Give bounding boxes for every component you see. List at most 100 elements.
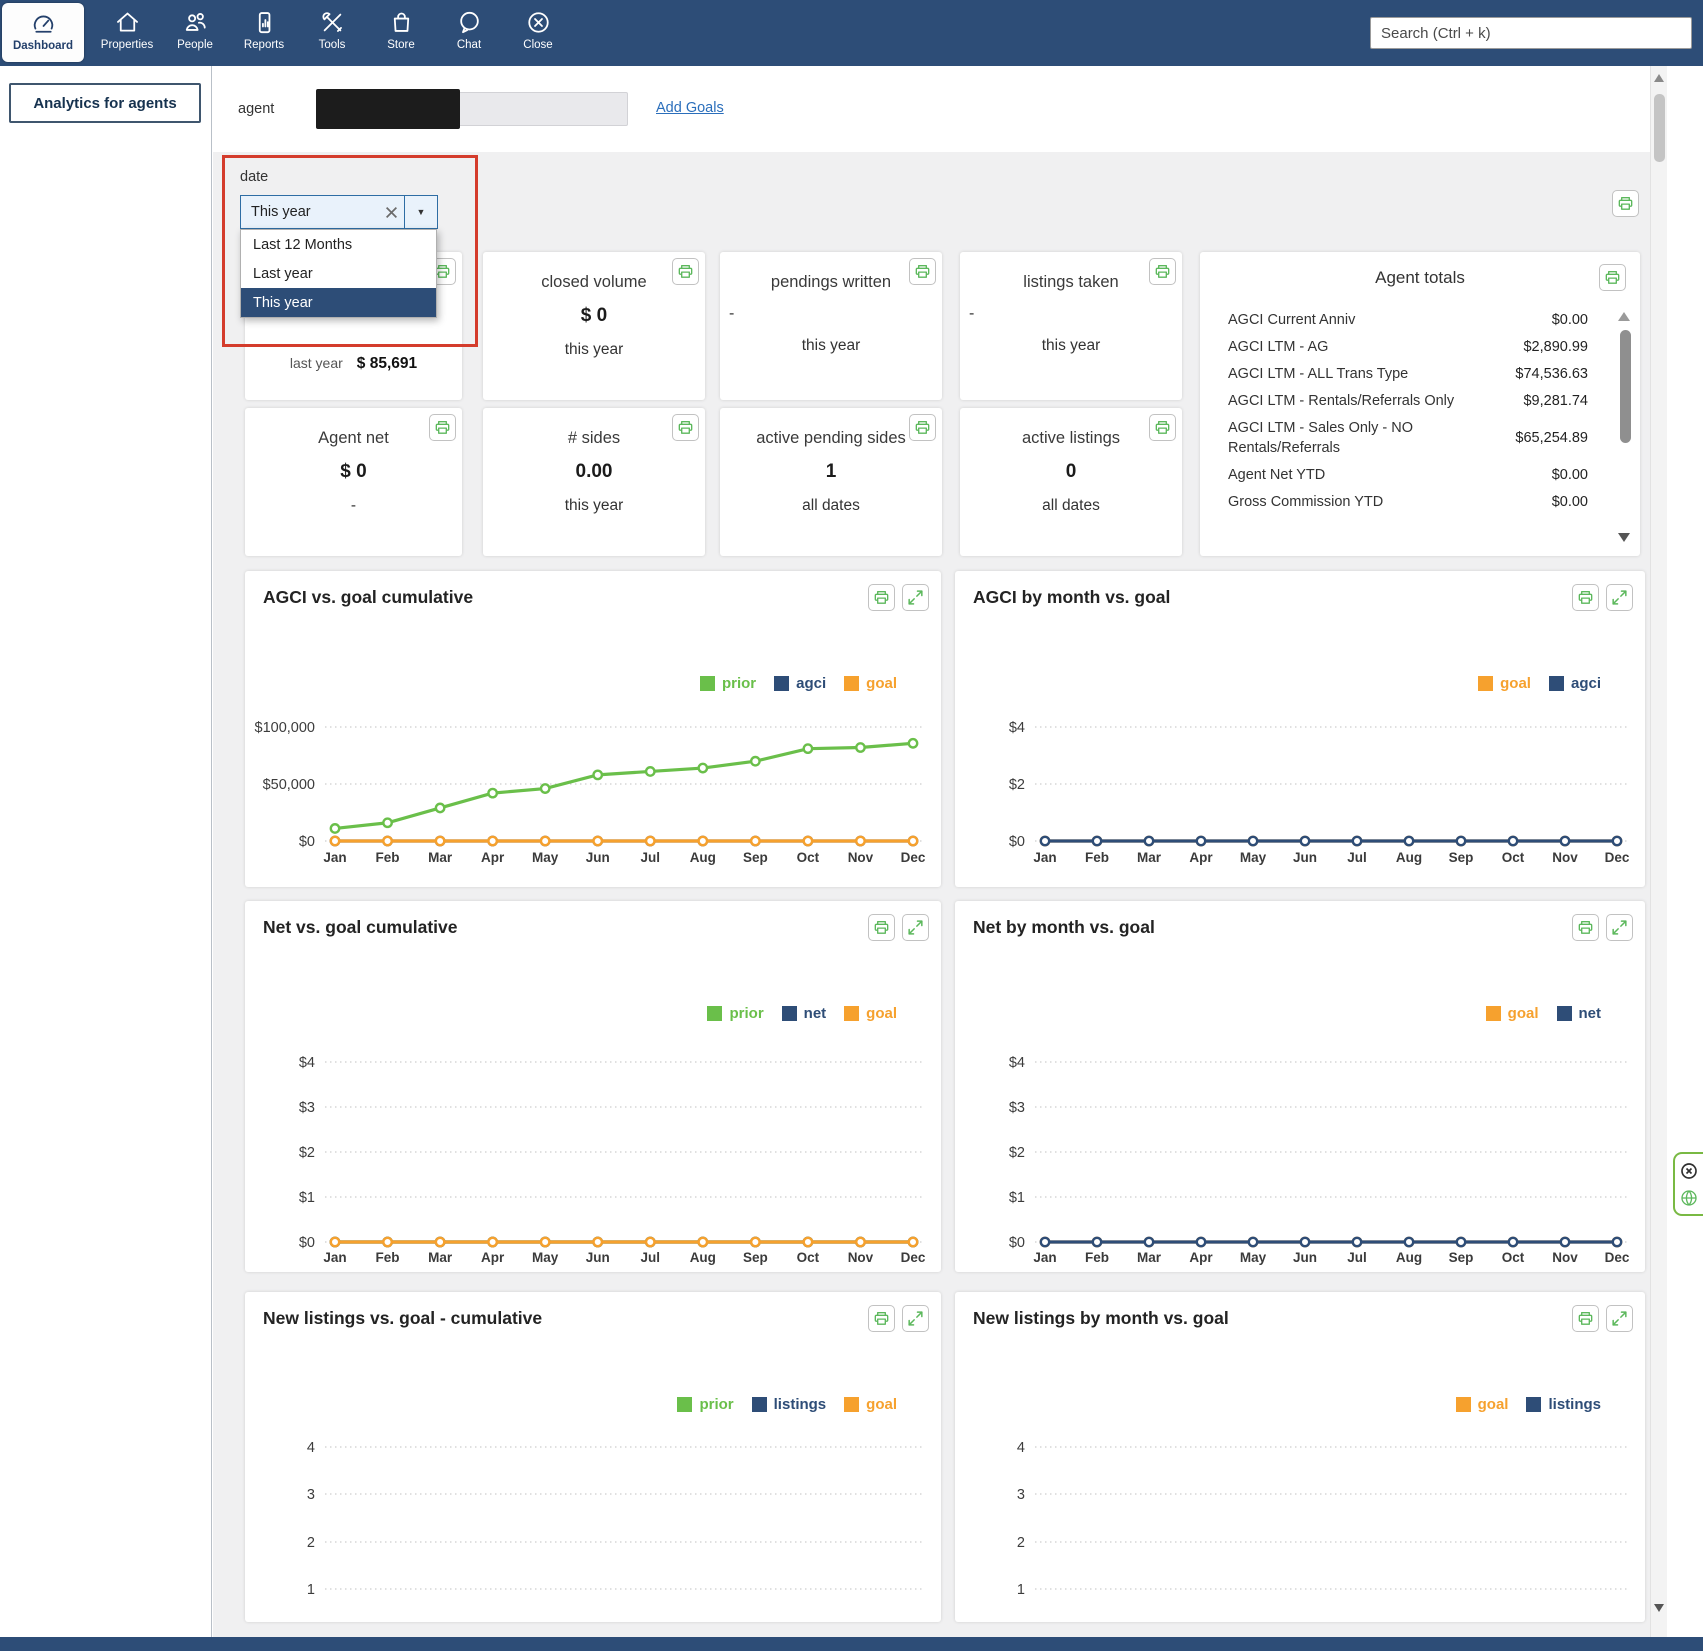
nav-item-dashboard[interactable]: Dashboard [2,3,84,62]
print-button[interactable] [672,258,699,285]
scroll-up-arrow[interactable] [1654,74,1664,82]
expand-button[interactable] [902,1305,929,1332]
legend-swatch [1548,676,1564,691]
x-axis-month-label: Jun [586,1250,610,1265]
x-axis-month-label: Oct [1502,1250,1525,1265]
x-axis-month-label: Sep [1449,1250,1474,1265]
stat-card-sub: - [350,497,357,514]
x-axis-month-label: Oct [1502,850,1525,865]
date-option-last-12-months[interactable]: Last 12 Months [253,236,353,253]
house-icon [113,8,141,36]
print-button[interactable] [909,258,936,285]
print-button[interactable] [1599,264,1626,291]
stat-card-title: listings taken [1023,273,1119,291]
scroll-down-arrow[interactable] [1654,1604,1664,1612]
print-button[interactable] [672,414,699,441]
date-dropdown-list: Last 12 Months Last year This year [240,229,437,318]
print-button[interactable] [1572,584,1599,611]
nav-item-tools[interactable]: Tools [294,2,370,64]
chart-agci-vs-goal-cumulative: AGCI vs. goal cumulative $100,000 $50,000… [245,571,941,887]
legend-swatch [774,676,790,691]
agent-label: agent [238,101,275,117]
legend-swatch [1455,1397,1471,1412]
scroll-up-arrow[interactable] [1618,312,1630,321]
x-axis-month-label: May [532,1250,559,1265]
legend-item-net: net [781,1005,827,1022]
chart-agci-by-month-vs-goal: AGCI by month vs. goal $4 $2 $0 Jan Feb Mar Ap… [955,571,1645,887]
nav-item-chat[interactable]: Chat [431,2,507,64]
expand-button[interactable] [902,914,929,941]
legend-label: net [803,1005,827,1022]
expand-button[interactable] [1606,1305,1633,1332]
totals-row-value: $2,890.99 [1523,339,1588,355]
scroll-down-arrow[interactable] [1618,533,1630,542]
chart-new-listings-by-month-vs-goal: New listings by month vs. goal 4321JanFe… [955,1292,1645,1622]
date-option-last-year[interactable]: Last year [253,265,313,282]
close-widget-button[interactable] [1679,1161,1699,1181]
globe-icon [1681,1189,1697,1206]
expand-button[interactable] [1606,584,1633,611]
stat-sub-label: last year [289,355,343,371]
y-axis-tick-label: 2 [307,1535,315,1551]
nav-item-reports[interactable]: Reports [226,2,302,64]
nav-label: Store [387,39,415,51]
chevron-down-icon[interactable]: ▼ [416,207,426,217]
y-axis-tick-label: 1 [1017,1582,1025,1598]
y-axis-tick-label: $100,000 [255,720,315,736]
print-button[interactable] [909,414,936,441]
main-scrollbar[interactable] [1650,66,1667,1637]
stat-card-value: 1 [825,461,837,482]
add-goals-link[interactable]: Add Goals [656,100,724,116]
chart-title: AGCI vs. goal cumulative [263,587,474,607]
y-axis-tick-label: 1 [307,1582,315,1598]
y-axis-tick-label: $2 [1009,1145,1025,1161]
close-circle-icon [524,8,552,36]
totals-row-value: $0.00 [1551,312,1588,328]
nav-item-close[interactable]: Close [500,2,576,64]
clear-icon[interactable] [378,199,404,225]
totals-row-value: $9,281.74 [1523,393,1588,409]
print-button[interactable] [868,584,895,611]
globe-widget-button[interactable] [1679,1188,1699,1208]
nav-item-properties[interactable]: Properties [89,2,165,64]
x-axis-month-label: May [532,850,559,865]
print-button[interactable] [868,914,895,941]
print-button[interactable] [1149,414,1176,441]
date-option-this-year[interactable]: This year [241,288,436,317]
scrollbar-thumb[interactable] [1654,94,1665,162]
global-search-input[interactable] [1370,17,1692,49]
legend-swatch [751,1397,767,1412]
scrollbar-thumb[interactable] [1620,330,1631,443]
stat-card-sub: this year [564,497,624,514]
print-button[interactable] [1149,258,1176,285]
stat-sub-value: $ 85,691 [356,355,418,372]
agent-totals-row: Agent Net YTD $0.00 [1228,465,1588,485]
print-button[interactable] [1612,190,1639,217]
legend-swatch [707,1006,723,1021]
stat-card-value: 0 [1065,461,1077,482]
sidebar-item-analytics-for-agents[interactable]: Analytics for agents [9,83,201,123]
print-icon [433,418,452,437]
x-axis-month-label: Mar [1137,1250,1162,1265]
print-button[interactable] [1572,914,1599,941]
legend-item-goal: goal [1455,1396,1508,1413]
y-axis-tick-label: $4 [299,1055,315,1071]
date-combobox[interactable]: This year ▼ [240,195,438,229]
x-axis-month-label: Jul [641,1250,661,1265]
chart-legend: prior listings goal [677,1396,897,1413]
print-button[interactable] [429,414,456,441]
expand-button[interactable] [902,584,929,611]
store-bag-icon [387,8,415,36]
y-axis-tick-label: 3 [307,1487,315,1503]
chart-legend: goal agci [1478,675,1601,692]
combobox-divider [404,196,405,228]
agent-totals-row: AGCI LTM - Rentals/Referrals Only $9,281… [1228,391,1588,411]
nav-label: Close [523,39,553,51]
print-button[interactable] [868,1305,895,1332]
expand-button[interactable] [1606,914,1633,941]
nav-item-people[interactable]: People [157,2,233,64]
print-button[interactable] [1572,1305,1599,1332]
nav-item-store[interactable]: Store [363,2,439,64]
y-axis-tick-label: $4 [1009,720,1025,736]
totals-row-label: AGCI LTM - ALL Trans Type [1228,366,1409,382]
